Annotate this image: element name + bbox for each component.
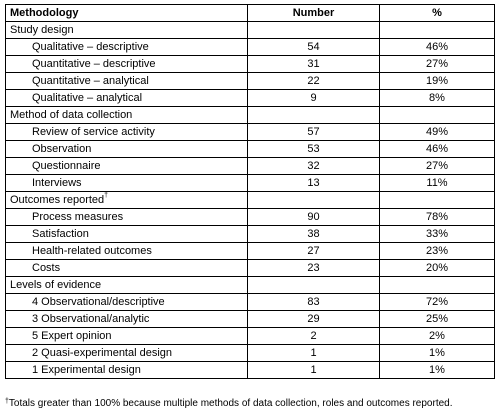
- row-percent: 8%: [379, 89, 495, 107]
- footnote-text: Totals greater than 100% because multipl…: [8, 398, 453, 409]
- row-number: 83: [247, 293, 380, 311]
- table-row: Costs 23 20%: [5, 259, 495, 277]
- table-row: 2 Quasi-experimental design 1 1%: [5, 344, 495, 362]
- table-row: Process measures 90 78%: [5, 208, 495, 226]
- section-title: Method of data collection: [5, 106, 248, 124]
- row-percent: 46%: [379, 38, 495, 56]
- row-label: 4 Observational/descriptive: [5, 293, 248, 311]
- header-number: Number: [247, 4, 380, 22]
- header-row: Methodology Number %: [5, 4, 495, 22]
- table-row: Quantitative – descriptive 31 27%: [5, 55, 495, 73]
- section-row: Outcomes reported†: [5, 191, 495, 209]
- row-number: 32: [247, 157, 380, 175]
- table-row: Quantitative – analytical 22 19%: [5, 72, 495, 90]
- row-label: Interviews: [5, 174, 248, 192]
- section-number-empty: [247, 191, 380, 209]
- section-number-empty: [247, 276, 380, 294]
- section-title-text: Levels of evidence: [10, 279, 102, 291]
- section-percent-empty: [379, 276, 495, 294]
- row-percent: 20%: [379, 259, 495, 277]
- row-label: Observation: [5, 140, 248, 158]
- row-number: 1: [247, 361, 380, 379]
- row-label: Qualitative – descriptive: [5, 38, 248, 56]
- row-number: 53: [247, 140, 380, 158]
- row-number: 9: [247, 89, 380, 107]
- row-label: Qualitative – analytical: [5, 89, 248, 107]
- row-percent: 1%: [379, 361, 495, 379]
- header-percent: %: [379, 4, 495, 22]
- footnote: †Totals greater than 100% because multip…: [5, 398, 453, 409]
- row-label: Quantitative – descriptive: [5, 55, 248, 73]
- header-methodology: Methodology: [5, 4, 248, 22]
- row-number: 90: [247, 208, 380, 226]
- section-title: Outcomes reported†: [5, 191, 248, 209]
- row-number: 27: [247, 242, 380, 260]
- row-number: 13: [247, 174, 380, 192]
- section-title-text: Study design: [10, 24, 74, 36]
- row-percent: 49%: [379, 123, 495, 141]
- row-percent: 2%: [379, 327, 495, 345]
- section-title-text: Method of data collection: [10, 109, 133, 121]
- row-percent: 27%: [379, 157, 495, 175]
- table-row: Satisfaction 38 33%: [5, 225, 495, 243]
- section-row: Study design: [5, 21, 495, 39]
- section-number-empty: [247, 106, 380, 124]
- table-row: Observation 53 46%: [5, 140, 495, 158]
- row-number: 23: [247, 259, 380, 277]
- row-number: 22: [247, 72, 380, 90]
- row-label: 2 Quasi-experimental design: [5, 344, 248, 362]
- row-number: 57: [247, 123, 380, 141]
- row-percent: 33%: [379, 225, 495, 243]
- section-percent-empty: [379, 106, 495, 124]
- row-number: 1: [247, 344, 380, 362]
- row-number: 38: [247, 225, 380, 243]
- section-percent-empty: [379, 191, 495, 209]
- table-row: Qualitative – analytical 9 8%: [5, 89, 495, 107]
- row-label: 5 Expert opinion: [5, 327, 248, 345]
- table-body: Study design Qualitative – descriptive 54 4…: [5, 21, 495, 379]
- section-row: Levels of evidence: [5, 276, 495, 294]
- row-number: 31: [247, 55, 380, 73]
- row-label: 3 Observational/analytic: [5, 310, 248, 328]
- row-label: Quantitative – analytical: [5, 72, 248, 90]
- table-row: Qualitative – descriptive 54 46%: [5, 38, 495, 56]
- row-label: Costs: [5, 259, 248, 277]
- section-number-empty: [247, 21, 380, 39]
- table-row: Questionnaire 32 27%: [5, 157, 495, 175]
- table-row: 5 Expert opinion 2 2%: [5, 327, 495, 345]
- table-row: 1 Experimental design 1 1%: [5, 361, 495, 379]
- section-title: Study design: [5, 21, 248, 39]
- section-percent-empty: [379, 21, 495, 39]
- row-label: Review of service activity: [5, 123, 248, 141]
- table-row: Interviews 13 11%: [5, 174, 495, 192]
- row-percent: 78%: [379, 208, 495, 226]
- row-label: Health-related outcomes: [5, 242, 248, 260]
- row-label: Process measures: [5, 208, 248, 226]
- row-number: 54: [247, 38, 380, 56]
- row-number: 2: [247, 327, 380, 345]
- row-percent: 11%: [379, 174, 495, 192]
- row-label: Satisfaction: [5, 225, 248, 243]
- table-row: 3 Observational/analytic 29 25%: [5, 310, 495, 328]
- row-percent: 46%: [379, 140, 495, 158]
- section-title-dagger: †: [104, 192, 109, 200]
- table-row: 4 Observational/descriptive 83 72%: [5, 293, 495, 311]
- row-label: 1 Experimental design: [5, 361, 248, 379]
- section-title: Levels of evidence: [5, 276, 248, 294]
- row-percent: 27%: [379, 55, 495, 73]
- row-number: 29: [247, 310, 380, 328]
- row-percent: 25%: [379, 310, 495, 328]
- table-row: Review of service activity 57 49%: [5, 123, 495, 141]
- row-percent: 23%: [379, 242, 495, 260]
- section-row: Method of data collection: [5, 106, 495, 124]
- section-title-text: Outcomes reported: [10, 194, 105, 206]
- row-percent: 1%: [379, 344, 495, 362]
- row-percent: 19%: [379, 72, 495, 90]
- footnote-dagger: †: [5, 398, 9, 405]
- methodology-table: Methodology Number % Study design Qualita…: [5, 4, 495, 379]
- row-label: Questionnaire: [5, 157, 248, 175]
- row-percent: 72%: [379, 293, 495, 311]
- table-row: Health-related outcomes 27 23%: [5, 242, 495, 260]
